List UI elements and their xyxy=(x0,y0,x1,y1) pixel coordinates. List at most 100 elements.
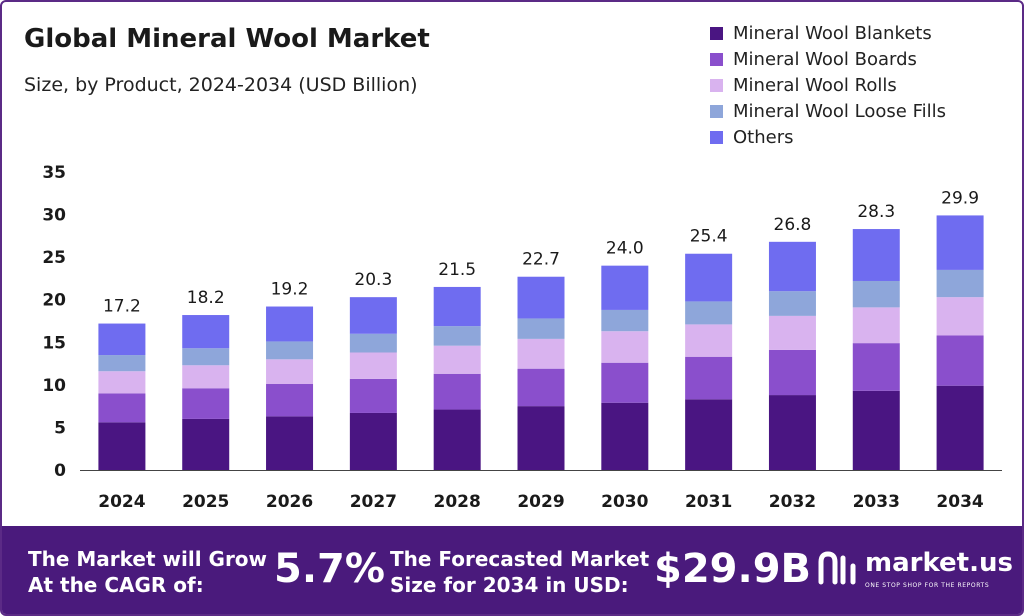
bar-segment-mineral-wool-loose-fills xyxy=(601,309,649,332)
bar-segment-mineral-wool-blankets xyxy=(936,385,984,470)
bar-segment-mineral-wool-boards xyxy=(601,362,649,403)
bar-segment-others xyxy=(601,265,649,310)
bar-segment-mineral-wool-boards xyxy=(182,388,230,419)
bar-segment-mineral-wool-loose-fills xyxy=(98,355,146,372)
x-tick-label: 2031 xyxy=(685,492,732,512)
legend-label-blankets: Mineral Wool Blankets xyxy=(733,22,932,44)
x-tick-label: 2028 xyxy=(434,492,481,512)
bar-segment-mineral-wool-blankets xyxy=(685,399,733,470)
bar-segment-mineral-wool-rolls xyxy=(601,331,649,363)
bar-segment-mineral-wool-blankets xyxy=(768,395,816,470)
bar-segment-others xyxy=(768,241,816,292)
bar-total-label: 17.2 xyxy=(103,297,141,317)
legend-swatch-rolls xyxy=(710,78,723,92)
bar-segment-mineral-wool-boards xyxy=(266,384,314,417)
bar-segment-mineral-wool-loose-fills xyxy=(852,280,900,308)
bar-segment-mineral-wool-blankets xyxy=(601,402,649,470)
bar-segment-mineral-wool-rolls xyxy=(349,352,397,379)
legend-item-boards: Mineral Wool Boards xyxy=(710,46,946,72)
chart-subtitle: Size, by Product, 2024-2034 (USD Billion… xyxy=(24,74,418,96)
legend-label-rolls: Mineral Wool Rolls xyxy=(733,74,897,96)
chart-title: Global Mineral Wool Market xyxy=(24,24,430,54)
bar-segment-others xyxy=(852,229,900,281)
cagr-label-line1: The Market will Grow xyxy=(28,547,268,571)
bar-total-label: 21.5 xyxy=(438,260,476,280)
bar-chart: 0510152025303517.2202418.2202519.2202620… xyxy=(42,163,1002,512)
bar-segment-mineral-wool-rolls xyxy=(768,315,816,350)
bar-segment-others xyxy=(98,323,146,356)
legend-label-others: Others xyxy=(733,126,794,148)
bar-segment-mineral-wool-blankets xyxy=(98,422,146,470)
bar-segment-mineral-wool-boards xyxy=(433,373,481,410)
x-tick-label: 2025 xyxy=(182,492,229,512)
bar-segment-mineral-wool-boards xyxy=(936,335,984,386)
cagr-label-line2: At the CAGR of: xyxy=(28,573,204,597)
brand-logo-icon xyxy=(818,551,856,585)
x-tick-label: 2034 xyxy=(936,492,983,512)
bar-segment-mineral-wool-rolls xyxy=(98,371,146,394)
legend-item-blankets: Mineral Wool Blankets xyxy=(710,20,946,46)
bar-segment-mineral-wool-rolls xyxy=(182,365,230,389)
bar-segment-others xyxy=(685,253,733,302)
x-tick-label: 2033 xyxy=(853,492,900,512)
bar-total-label: 20.3 xyxy=(354,270,392,290)
bar-total-label: 18.2 xyxy=(187,288,225,308)
y-tick-label: 0 xyxy=(54,461,66,481)
y-tick-label: 15 xyxy=(42,333,66,353)
bar-segment-mineral-wool-loose-fills xyxy=(517,318,565,339)
bar-segment-mineral-wool-loose-fills xyxy=(349,333,397,353)
x-tick-label: 2026 xyxy=(266,492,313,512)
bar-total-label: 26.8 xyxy=(774,215,812,235)
bar-segment-mineral-wool-rolls xyxy=(852,307,900,344)
bar-segment-mineral-wool-rolls xyxy=(433,345,481,374)
bar-segment-others xyxy=(349,297,397,334)
bar-segment-mineral-wool-loose-fills xyxy=(768,291,816,316)
bar-segment-mineral-wool-blankets xyxy=(266,416,314,470)
legend-item-loose-fills: Mineral Wool Loose Fills xyxy=(710,98,946,124)
legend-swatch-loose-fills xyxy=(710,104,723,118)
bar-segment-mineral-wool-boards xyxy=(852,343,900,391)
bar-segment-mineral-wool-rolls xyxy=(685,324,733,357)
legend: Mineral Wool Blankets Mineral Wool Board… xyxy=(710,20,946,150)
legend-swatch-blankets xyxy=(710,26,723,40)
bar-segment-others xyxy=(517,276,565,319)
y-tick-label: 20 xyxy=(42,291,66,311)
legend-swatch-others xyxy=(710,130,723,144)
bar-segment-mineral-wool-loose-fills xyxy=(936,269,984,298)
bar-segment-mineral-wool-loose-fills xyxy=(685,301,733,325)
bar-segment-mineral-wool-loose-fills xyxy=(182,348,230,366)
legend-swatch-boards xyxy=(710,52,723,66)
forecast-value: $29.9B xyxy=(654,546,812,592)
bar-segment-mineral-wool-rolls xyxy=(936,297,984,336)
bar-total-label: 28.3 xyxy=(857,202,895,222)
bar-total-label: 19.2 xyxy=(271,280,309,300)
y-tick-label: 35 xyxy=(42,163,66,183)
forecast-label: The Forecasted Market Size for 2034 in U… xyxy=(390,546,649,598)
bar-segment-others xyxy=(266,306,314,342)
bar-segment-mineral-wool-blankets xyxy=(433,409,481,470)
bar-segment-mineral-wool-rolls xyxy=(517,338,565,369)
x-tick-label: 2024 xyxy=(98,492,145,512)
bar-segment-others xyxy=(433,286,481,327)
x-tick-label: 2030 xyxy=(601,492,648,512)
bar-segment-others xyxy=(936,215,984,270)
y-tick-label: 5 xyxy=(54,418,66,438)
legend-item-rolls: Mineral Wool Rolls xyxy=(710,72,946,98)
legend-item-others: Others xyxy=(710,124,946,150)
x-tick-label: 2032 xyxy=(769,492,816,512)
forecast-label-line2: Size for 2034 in USD: xyxy=(390,573,629,597)
bar-segment-mineral-wool-blankets xyxy=(852,390,900,470)
bar-segment-mineral-wool-boards xyxy=(685,356,733,400)
bar-total-label: 25.4 xyxy=(690,227,728,247)
bar-segment-mineral-wool-boards xyxy=(349,378,397,413)
bar-segment-mineral-wool-boards xyxy=(517,368,565,407)
y-tick-label: 30 xyxy=(42,206,66,226)
bar-segment-mineral-wool-blankets xyxy=(517,406,565,470)
x-tick-label: 2029 xyxy=(517,492,564,512)
y-tick-label: 25 xyxy=(42,248,66,268)
bar-segment-mineral-wool-blankets xyxy=(182,418,230,470)
cagr-value: 5.7% xyxy=(274,546,385,592)
bar-total-label: 24.0 xyxy=(606,239,644,259)
x-tick-label: 2027 xyxy=(350,492,397,512)
